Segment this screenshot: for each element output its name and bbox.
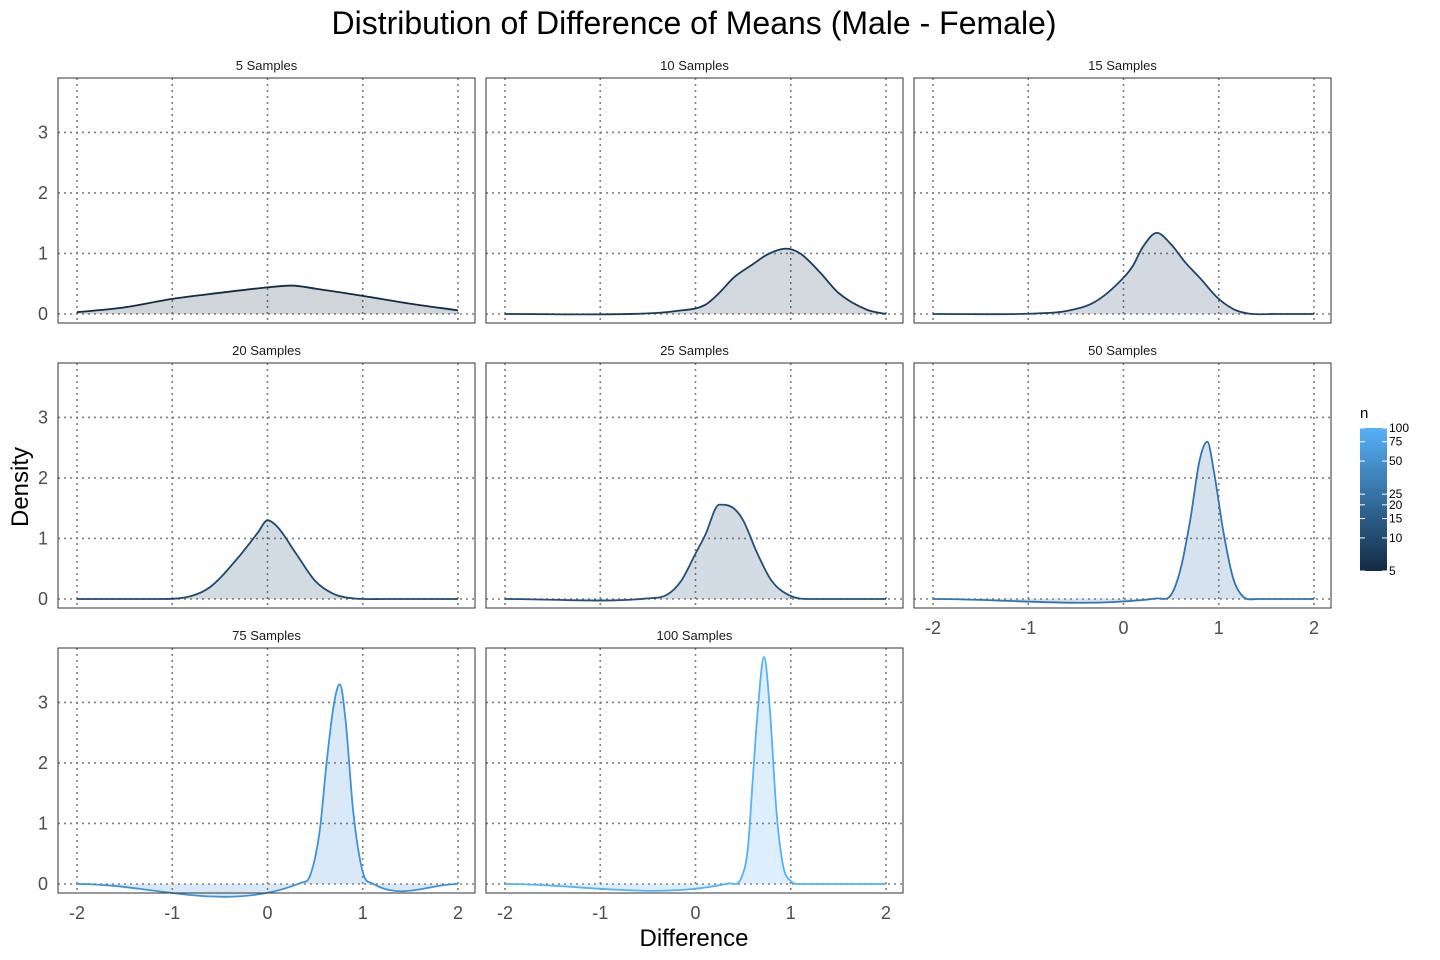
density-area: [933, 232, 1314, 315]
legend-tick-label: 5: [1389, 564, 1396, 578]
x-tick-label: 0: [1118, 618, 1128, 638]
facet-label: 15 Samples: [1088, 58, 1157, 73]
facet-label: 10 Samples: [660, 58, 729, 73]
legend-title: n: [1360, 405, 1368, 422]
facet-label: 75 Samples: [232, 628, 301, 643]
x-tick-label: 1: [358, 903, 368, 923]
legend-tick-label: 75: [1389, 435, 1403, 449]
panel-border: [57, 647, 476, 894]
y-tick-label: 1: [38, 813, 48, 833]
x-tick-label: 1: [1214, 618, 1224, 638]
y-axis-title: Density: [7, 447, 34, 527]
facet-label: 5 Samples: [236, 58, 298, 73]
x-tick-label: -1: [592, 903, 608, 923]
density-area: [933, 441, 1314, 603]
x-tick-label: 2: [453, 903, 463, 923]
chart-title: Distribution of Difference of Means (Mal…: [331, 5, 1056, 41]
facet-label: 20 Samples: [232, 343, 301, 358]
panel-border: [913, 362, 1332, 609]
facet-label: 25 Samples: [660, 343, 729, 358]
panel-border: [57, 362, 476, 609]
density-line: [932, 440, 1314, 604]
facet-panel: 50 Samples -2 -1 0 1 2: [913, 343, 1332, 638]
density-line: [932, 232, 1314, 316]
x-tick-label: 0: [690, 903, 700, 923]
y-tick-label: 1: [38, 243, 48, 263]
facet-label: 50 Samples: [1088, 343, 1157, 358]
density-line: [77, 519, 458, 601]
y-tick-label: 1: [38, 528, 48, 548]
density-area: [505, 248, 886, 315]
facet-panel: 5 Samples 0 1 2 3: [38, 58, 476, 324]
facet-label: 100 Samples: [657, 628, 733, 643]
y-tick-label: 2: [38, 753, 48, 773]
legend-tick-label: 10: [1389, 531, 1403, 545]
x-axis-title: Difference: [640, 925, 749, 952]
x-tick-label: 0: [262, 903, 272, 923]
y-tick-label: 3: [38, 407, 48, 427]
legend-tick-label: 15: [1389, 512, 1403, 526]
facet-panel: 75 Samples 0 1 2 3 -2 -1 0 1 2: [38, 628, 476, 923]
y-tick-label: 2: [38, 468, 48, 488]
y-tick-label: 0: [38, 589, 48, 609]
y-tick-label: 3: [38, 692, 48, 712]
panel-border: [913, 77, 1332, 324]
x-tick-label: -1: [164, 903, 180, 923]
x-tick-label: 2: [1309, 618, 1319, 638]
panel-border: [485, 362, 904, 609]
density-line: [504, 247, 887, 316]
legend-tick-label: 50: [1389, 454, 1403, 468]
legend-tick-label: 100: [1389, 421, 1409, 435]
density-area: [77, 520, 458, 600]
x-tick-label: -2: [925, 618, 941, 638]
density-line: [504, 503, 886, 602]
panel-border: [57, 77, 476, 324]
x-tick-label: -2: [69, 903, 85, 923]
y-tick-label: 2: [38, 183, 48, 203]
colorbar: [1360, 428, 1387, 571]
x-tick-label: 2: [881, 903, 891, 923]
y-tick-label: 0: [38, 874, 48, 894]
density-line: [504, 656, 886, 892]
x-tick-label: -1: [1020, 618, 1036, 638]
density-line: [76, 683, 459, 898]
panel-border: [485, 647, 904, 894]
x-tick-label: 1: [786, 903, 796, 923]
y-tick-label: 3: [38, 122, 48, 142]
x-tick-label: -2: [497, 903, 513, 923]
density-line: [76, 284, 459, 314]
facet-panel: 100 Samples -2 -1 0 1 2: [485, 628, 904, 923]
density-area: [505, 504, 886, 601]
legend-tick-label: 20: [1389, 498, 1403, 512]
facet-panel: 25 Samples: [485, 343, 904, 609]
legend-tick-label: 25: [1389, 487, 1403, 501]
panel-grid: 5 Samples 0 1 2 3 10 Samples 15 Samples 20 Samp…: [38, 58, 1332, 923]
density-area: [77, 285, 458, 314]
y-tick-label: 0: [38, 304, 48, 324]
facet-panel: 20 Samples 0 1 2 3: [38, 343, 476, 609]
panel-border: [485, 77, 904, 324]
facet-panel: 10 Samples: [485, 58, 904, 324]
facet-panel: 15 Samples: [913, 58, 1332, 324]
density-area: [505, 657, 886, 891]
